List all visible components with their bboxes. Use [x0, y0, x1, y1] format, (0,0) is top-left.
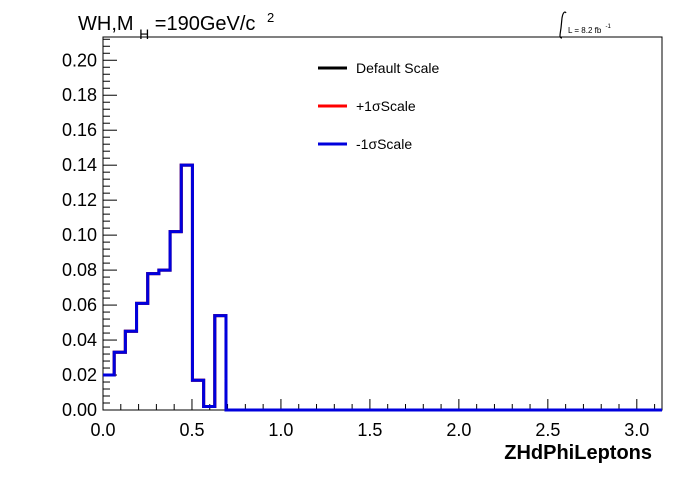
y-tick-label: 0.16 — [62, 120, 97, 140]
x-tick-label: 0.5 — [179, 420, 204, 440]
legend-label: Default Scale — [356, 60, 439, 76]
legend-entry: Default Scale — [318, 60, 439, 76]
series-line-1 — [103, 163, 662, 412]
y-tick-label: 0.06 — [62, 295, 97, 315]
series-line-2 — [103, 163, 662, 412]
x-tick-label: 0.0 — [90, 420, 115, 440]
legend-label: +1σScale — [356, 98, 416, 114]
y-tick-label: 0.04 — [62, 330, 97, 350]
legend: Default Scale +1σScale -1σScale — [318, 60, 439, 152]
title-main: WH,M — [78, 13, 134, 35]
y-tick-label: 0.20 — [62, 50, 97, 70]
y-tick-label: 0.00 — [62, 400, 97, 420]
x-tick-label: 1.0 — [268, 420, 293, 440]
x-tick-label: 1.5 — [357, 420, 382, 440]
y-tick-label: 0.02 — [62, 365, 97, 385]
lumi-text: L = 8.2 fb — [568, 26, 602, 35]
plot-frame — [102, 36, 663, 411]
y-axis: 0.00 0.02 0.04 0.06 0.08 0.10 0.12 0.14 0.16 0.18… — [62, 38, 117, 420]
x-axis: 0.0 0.5 1.0 1.5 2.0 2.5 3.0 — [90, 399, 656, 440]
series-line-0 — [103, 163, 662, 412]
y-tick-label: 0.10 — [62, 225, 97, 245]
lumi-label: L = 8.2 fb -1 — [559, 11, 612, 39]
series-layer — [103, 163, 662, 412]
x-tick-label: 2.5 — [535, 420, 560, 440]
title-subscript: H — [139, 26, 149, 42]
x-tick-label: 3.0 — [624, 420, 649, 440]
legend-entry: -1σScale — [318, 136, 412, 152]
y-tick-label: 0.12 — [62, 190, 97, 210]
y-tick-label: 0.18 — [62, 85, 97, 105]
title-mid: =190GeV/c — [155, 13, 256, 35]
title-superscript: 2 — [267, 10, 274, 25]
plot-title: WH,M H =190GeV/c 2 — [78, 10, 274, 44]
y-tick-label: 0.14 — [62, 155, 97, 175]
legend-label: -1σScale — [356, 136, 412, 152]
x-tick-label: 2.0 — [446, 420, 471, 440]
legend-entry: +1σScale — [318, 98, 416, 114]
lumi-superscript: -1 — [606, 24, 612, 30]
x-axis-label: ZHdPhiLeptons — [504, 442, 652, 464]
integral-icon — [559, 11, 567, 39]
svg-text:L = 8.2 fb -1: L = 8.2 fb -1 — [568, 24, 612, 35]
y-tick-label: 0.08 — [62, 260, 97, 280]
